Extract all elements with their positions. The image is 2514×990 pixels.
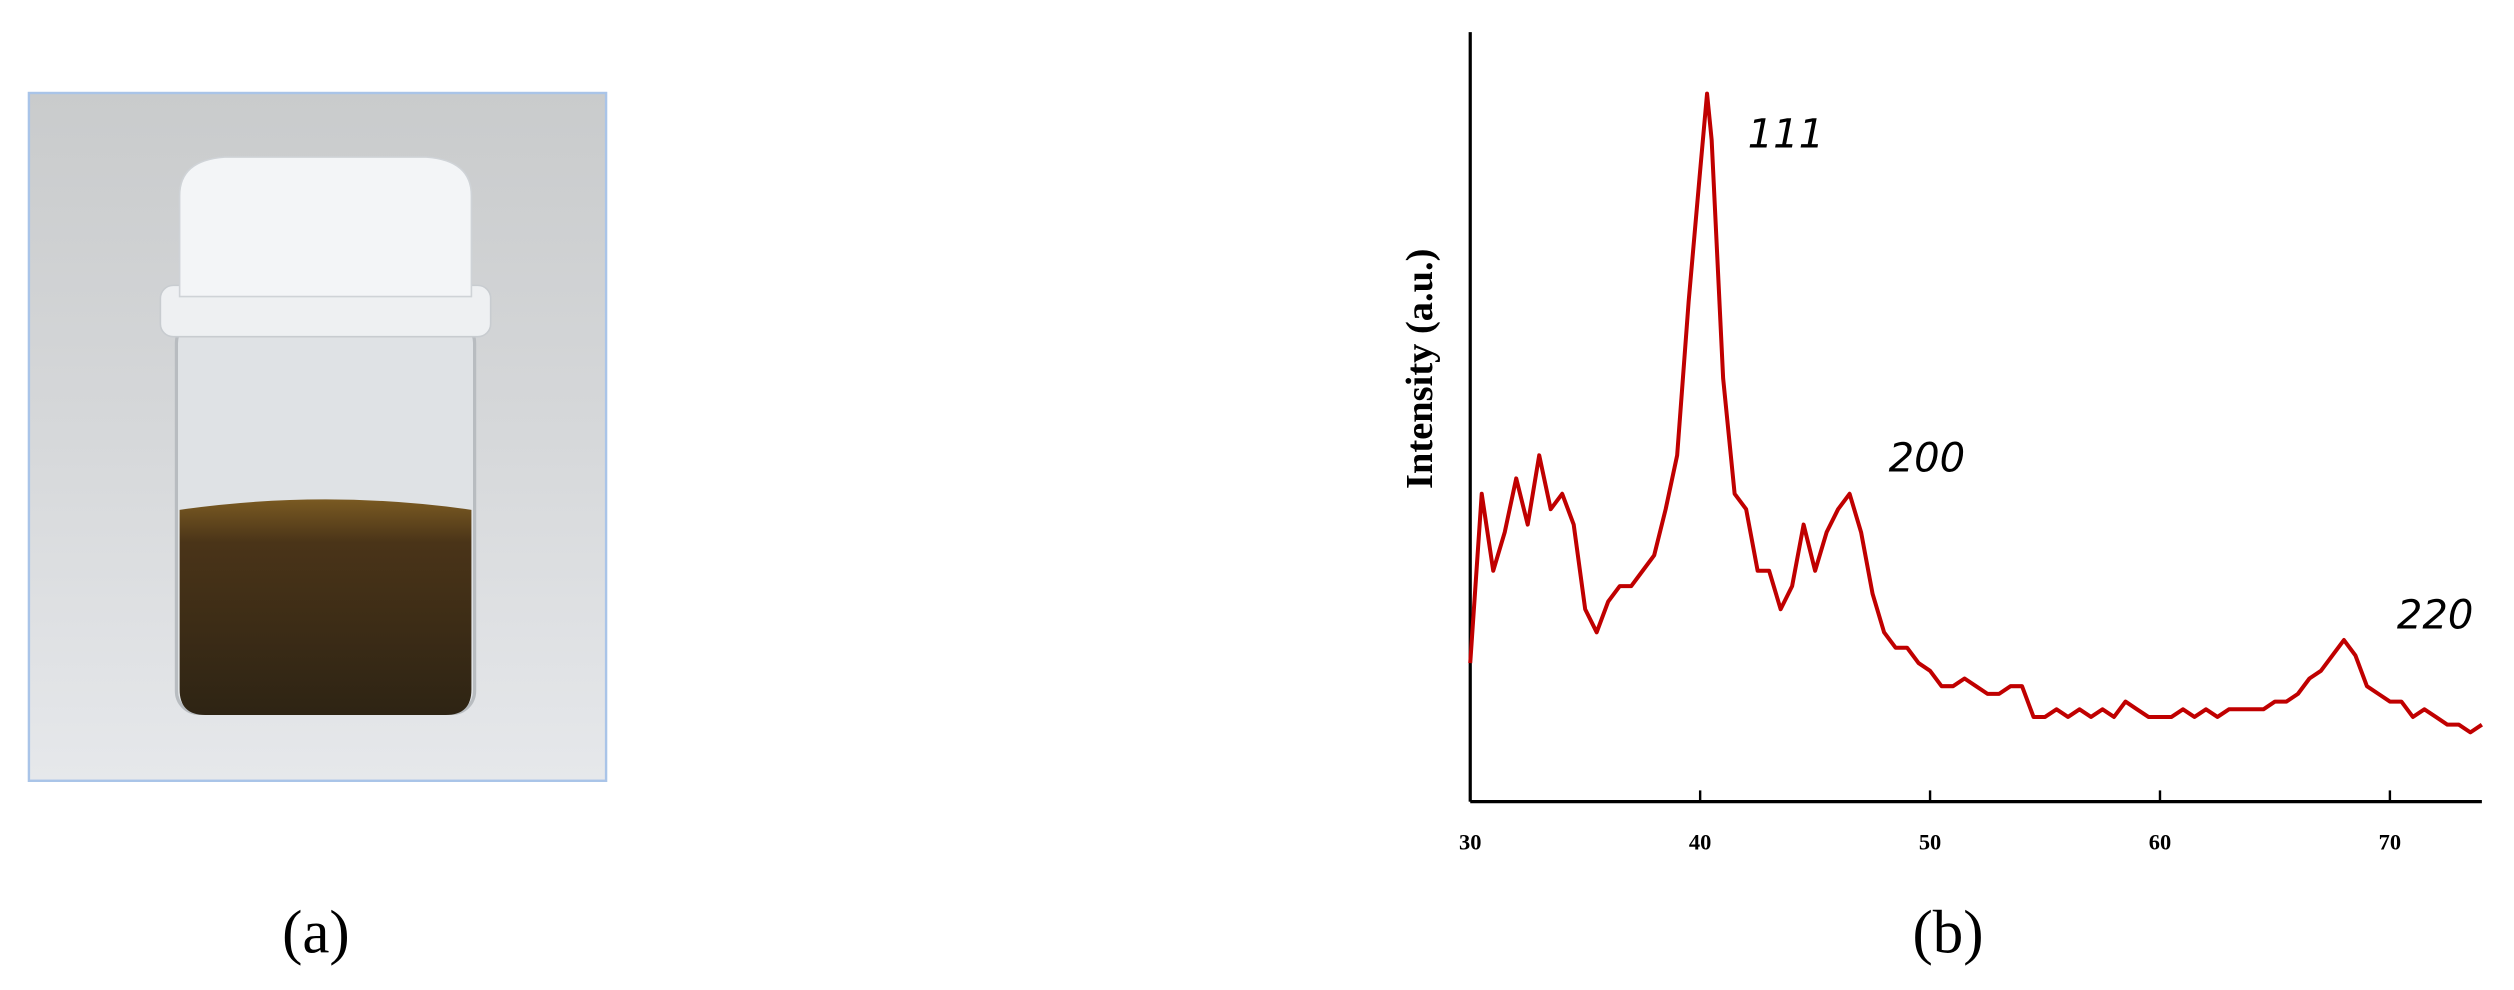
panel-label: (a) [282, 899, 350, 966]
xrd-line [1468, 91, 2483, 735]
peak-label: 111 [1748, 111, 1825, 157]
peak-label: 200 [1889, 435, 1966, 481]
x-tick-label: 60 [2149, 830, 2171, 855]
peak-label: 220 [2397, 592, 2474, 638]
x-tick-label: 30 [1459, 830, 1481, 855]
y-axis-label: Intensity (a.u.) [1399, 249, 1441, 489]
x-tick-label: 70 [2379, 830, 2401, 855]
x-tick-label: 40 [1689, 830, 1711, 855]
panel-label: (b) [1912, 899, 1983, 966]
photo [27, 91, 608, 782]
x-tick-label: 50 [1919, 830, 1941, 855]
